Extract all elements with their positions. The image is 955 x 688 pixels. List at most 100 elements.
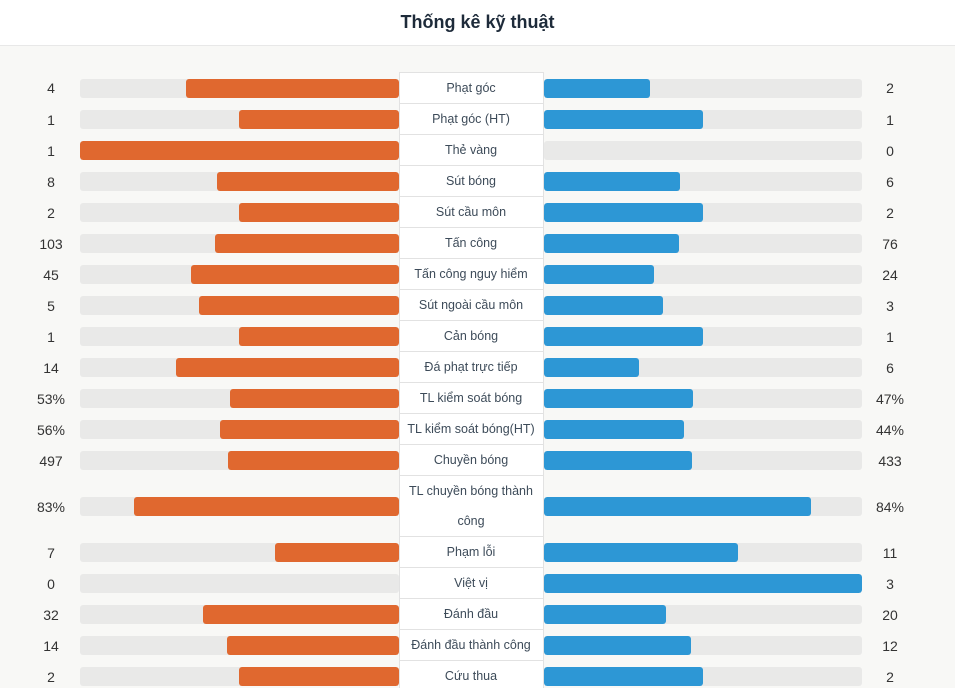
stat-label-cell: TL kiểm soát bóng(HT) [398,414,544,445]
stat-label-text: Sút cầu môn [435,205,507,219]
away-bar [543,296,663,315]
home-bar [239,110,399,129]
home-value: 8 [47,173,55,190]
stat-row: 103 Tấn công 76 [22,228,918,259]
away-bar [543,420,684,439]
home-bar-track [80,296,399,315]
home-bar-track [80,78,399,98]
stat-label-cell: Việt vị [398,568,544,599]
away-bar [543,358,640,377]
home-bar-track [80,141,399,160]
home-bar-track [80,451,399,470]
home-bar-track [80,265,399,284]
stat-label-cell: Thẻ vàng [398,135,544,166]
home-bar [239,667,399,686]
home-bar [215,234,399,253]
stats-panel: 4 Phạt góc 2 1 Phạt góc (HT) 1 1 Thẻ vàn… [0,46,955,688]
home-bar [228,451,399,470]
away-bar [543,110,703,129]
away-value: 24 [882,266,898,283]
home-value: 0 [47,575,55,592]
stat-label-text: Đá phạt trực tiếp [424,360,518,374]
stat-row: 32 Đánh đầu 20 [22,599,918,630]
stat-label-cell: Đánh đầu thành công [398,630,544,661]
away-bar-track [543,389,862,408]
home-bar-track [80,110,399,129]
away-bar [543,172,680,191]
away-bar-track [543,543,862,562]
stat-row: 53% TL kiểm soát bóng 47% [22,383,918,414]
stat-label-cell: Phạt góc [398,72,544,104]
away-value: 433 [878,452,902,469]
home-bar-track [80,605,399,624]
stat-row: 14 Đá phạt trực tiếp 6 [22,352,918,383]
stat-row: 4 Phạt góc 2 [22,72,918,104]
stat-label-text: Sút bóng [445,174,497,188]
home-value: 497 [39,452,63,469]
home-bar [190,265,399,284]
home-bar [220,420,399,439]
home-value: 14 [43,359,59,376]
stat-row: 2 Sút cầu môn 2 [22,197,918,228]
home-bar [186,78,399,98]
home-value: 103 [39,235,63,252]
away-bar-track [543,497,862,516]
home-bar [216,172,399,191]
away-bar [543,636,691,655]
away-bar-track [543,78,862,98]
away-value: 3 [886,297,894,314]
away-bar-track [543,451,862,470]
stat-label-text: Cản bóng [443,329,499,343]
stat-row: 1 Thẻ vàng 0 [22,135,918,166]
stat-label-cell: Chuyền bóng [398,445,544,476]
away-bar [543,327,703,346]
stat-label-cell: Phạm lỗi [398,537,544,568]
stat-row: 0 Việt vị 3 [22,568,918,599]
away-bar-track [543,420,862,439]
away-value: 3 [886,575,894,592]
stat-row: 83% TL chuyền bóng thành công 84% [22,476,918,537]
stat-row: 7 Phạm lỗi 11 [22,537,918,568]
stat-label-text: Tấn công [444,236,498,250]
away-bar [543,574,862,593]
away-value: 2 [886,204,894,221]
home-value: 56% [36,421,66,438]
home-bar-track [80,389,399,408]
away-value: 47% [875,390,905,407]
stat-label-cell: Cản bóng [398,321,544,352]
stat-label-text: Phạm lỗi [446,545,496,559]
home-value: 7 [47,544,55,561]
away-bar [543,203,703,222]
away-value: 20 [882,606,898,623]
away-value: 2 [886,668,894,685]
stat-row: 1 Cản bóng 1 [22,321,918,352]
home-bar-track [80,327,399,346]
home-bar [227,636,399,655]
away-value: 0 [886,142,894,159]
home-value: 14 [43,637,59,654]
away-bar [543,497,812,516]
home-value: 53% [36,390,66,407]
away-bar-track [543,141,862,160]
away-bar-track [543,172,862,191]
stat-row: 14 Đánh đầu thành công 12 [22,630,918,661]
home-bar-track [80,543,399,562]
away-value: 2 [886,80,894,96]
away-bar [543,234,679,253]
stat-row: 1 Phạt góc (HT) 1 [22,104,918,135]
stat-label-text: Chuyền bóng [433,453,509,467]
home-value: 1 [47,328,55,345]
away-value: 11 [882,544,898,561]
home-bar [199,296,399,315]
header: Thống kê kỹ thuật [0,0,955,46]
away-bar [543,389,694,408]
away-bar-track [543,358,862,377]
stat-row: 8 Sút bóng 6 [22,166,918,197]
home-bar [239,327,399,346]
home-bar [202,605,399,624]
stat-label-text: Đánh đầu [443,607,499,621]
stat-label-text: TL kiểm soát bóng [419,391,523,405]
away-value: 1 [886,111,894,128]
home-value: 45 [43,266,59,283]
